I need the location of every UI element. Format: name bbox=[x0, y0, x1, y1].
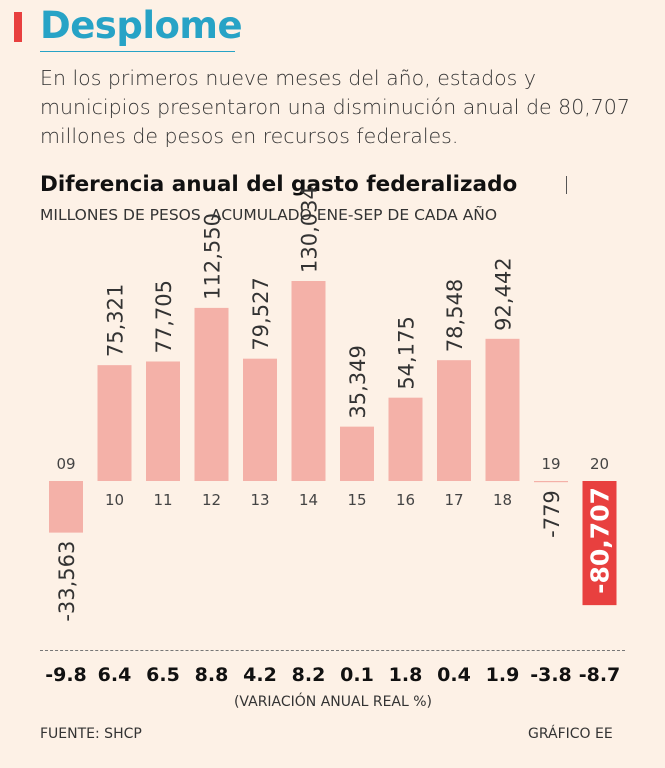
title-rule bbox=[40, 51, 235, 52]
value-label: -33,563 bbox=[55, 541, 79, 622]
bar-15 bbox=[340, 426, 374, 481]
value-label: 112,550 bbox=[201, 213, 225, 300]
category-label: 13 bbox=[250, 491, 269, 509]
category-label: 19 bbox=[541, 455, 560, 473]
value-label: 77,705 bbox=[152, 280, 176, 353]
variation-label: -8.7 bbox=[579, 664, 621, 686]
subtitle: En los primeros nueve meses del año, est… bbox=[40, 66, 630, 148]
variation-label: 0.4 bbox=[437, 664, 471, 686]
value-label: 35,349 bbox=[346, 345, 370, 418]
bar-11 bbox=[146, 361, 180, 481]
value-label: 78,548 bbox=[443, 279, 467, 352]
variation-label: 4.2 bbox=[243, 664, 277, 686]
value-label: 130,034 bbox=[298, 186, 322, 273]
dashed-divider bbox=[40, 650, 625, 651]
category-label: 15 bbox=[347, 491, 366, 509]
bar-19 bbox=[534, 481, 568, 483]
category-label: 16 bbox=[396, 491, 415, 509]
bar-17 bbox=[437, 360, 471, 481]
variation-label: 6.4 bbox=[98, 664, 132, 686]
category-label: 12 bbox=[202, 491, 221, 509]
accent-bar bbox=[14, 12, 22, 42]
bar-chart: 09 -33,563 -9.8 10 75,321 6.4 11 77,705 6.5 12 112… bbox=[45, 186, 621, 710]
bar-14 bbox=[291, 281, 326, 481]
bar-20 bbox=[582, 481, 617, 606]
bar-16 bbox=[388, 397, 423, 481]
source-label: FUENTE: SHCP bbox=[40, 726, 142, 742]
variation-label: 8.2 bbox=[292, 664, 326, 686]
bar-09 bbox=[49, 481, 83, 533]
value-label: 79,527 bbox=[249, 277, 273, 350]
value-label: 54,175 bbox=[395, 316, 419, 389]
category-label: 10 bbox=[105, 491, 124, 509]
value-label: 75,321 bbox=[104, 284, 128, 357]
bar-13 bbox=[243, 358, 277, 481]
variation-label: -3.8 bbox=[530, 664, 572, 686]
bar-12 bbox=[194, 307, 229, 481]
chart-title-separator bbox=[566, 176, 567, 194]
category-label: 20 bbox=[590, 455, 609, 473]
page-title: Desplome bbox=[40, 4, 243, 47]
variation-caption: (VARIACIÓN ANUAL REAL %) bbox=[234, 692, 432, 710]
category-label: 17 bbox=[444, 491, 463, 509]
value-label: -80,707 bbox=[586, 487, 615, 594]
variation-label: 1.9 bbox=[486, 664, 520, 686]
variation-label: -9.8 bbox=[45, 664, 87, 686]
category-label: 18 bbox=[493, 491, 512, 509]
variation-label: 6.5 bbox=[146, 664, 180, 686]
chart-units-label: MILLONES DE PESOS -ACUMULADO ENE-SEP DE … bbox=[40, 206, 498, 224]
credit-label: GRÁFICO EE bbox=[528, 726, 613, 742]
category-label: 09 bbox=[56, 455, 75, 473]
bar-18 bbox=[485, 338, 520, 481]
value-label: 92,442 bbox=[492, 257, 516, 330]
category-label: 11 bbox=[153, 491, 172, 509]
chart-title: Diferencia anual del gasto federalizado bbox=[40, 172, 518, 197]
variation-label: 1.8 bbox=[389, 664, 423, 686]
bar-10 bbox=[97, 365, 132, 481]
category-label: 14 bbox=[299, 491, 318, 509]
variation-label: 0.1 bbox=[340, 664, 374, 686]
value-label: -779 bbox=[540, 490, 564, 538]
variation-label: 8.8 bbox=[195, 664, 229, 686]
